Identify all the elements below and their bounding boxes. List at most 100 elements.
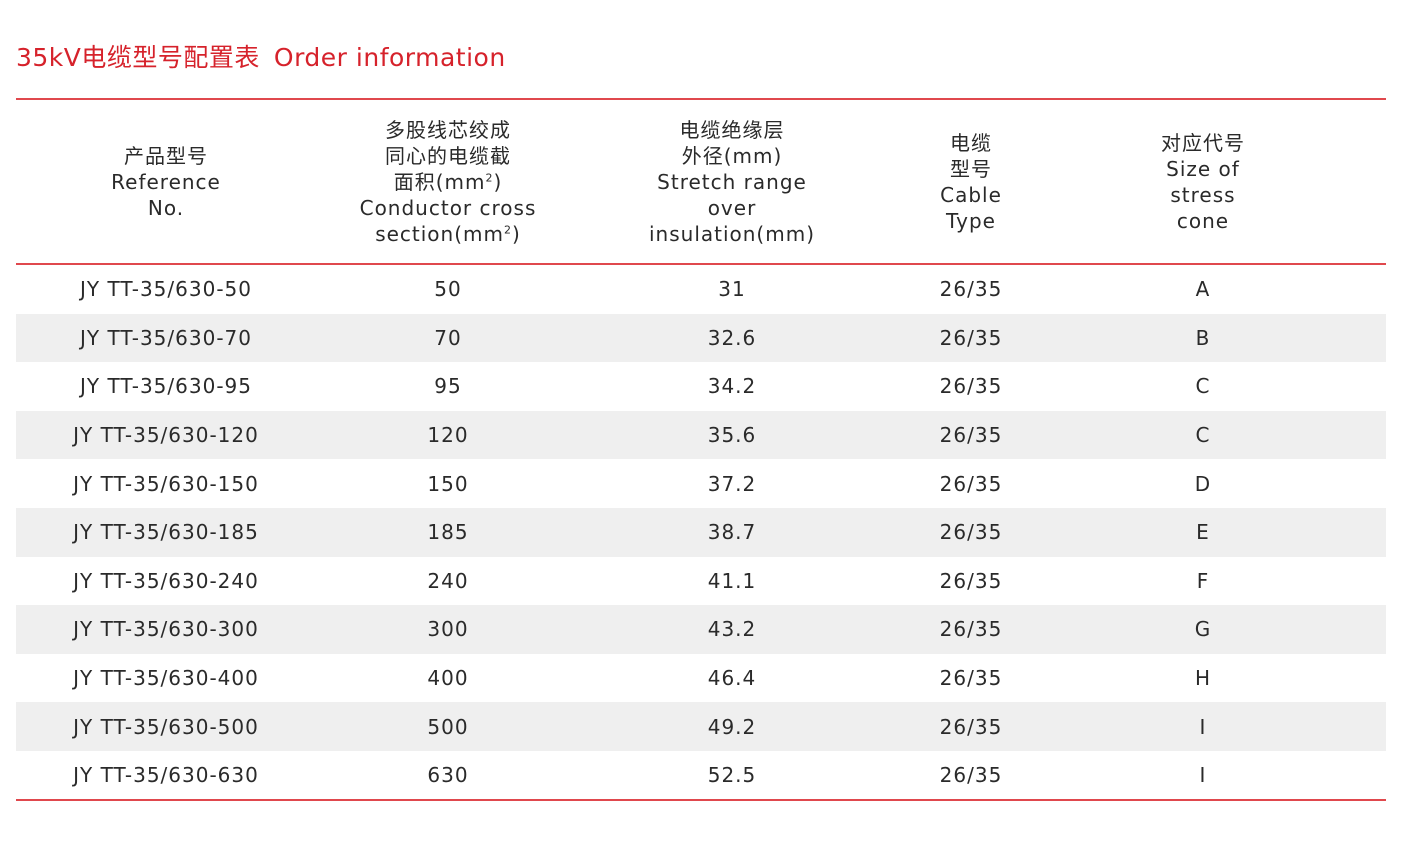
cell-cable-type: 26/35 [939,325,1003,350]
header-text: section(mm [375,221,504,246]
table-row: JY TT-35/630-70 70 32.6 26/35 B [16,313,1386,363]
cell-cable-type: 26/35 [939,374,1003,399]
header-line: 电缆绝缘层 [679,117,785,142]
cell-section: 95 [434,374,462,399]
header-line-with-sup: 面积(mm2) [394,169,503,195]
header-line: over [707,195,757,220]
header-line: cone [1176,208,1230,233]
header-line: 型号 [950,156,992,181]
cell-cable-type: 26/35 [939,277,1003,302]
table-body: JY TT-35/630-50 50 31 26/35 A JY TT-35/6… [16,265,1386,800]
cell-cone-size: I [1199,714,1207,739]
table-row: JY TT-35/630-95 95 34.2 26/35 C [16,362,1386,411]
cell-cone-size: A [1195,277,1211,302]
header-line: Type [946,208,996,233]
header-line: Conductor cross [359,195,537,220]
cell-diameter: 52.5 [707,763,757,788]
cell-reference: JY TT-35/630-70 [80,325,252,350]
title-en: Order information [273,43,506,72]
cell-section: 185 [427,520,469,545]
header-cable-type: 电缆 型号 Cable Type [882,100,1060,263]
cell-reference: JY TT-35/630-185 [73,520,259,545]
cell-cable-type: 26/35 [939,423,1003,448]
cell-cable-type: 26/35 [939,568,1003,593]
cell-reference: JY TT-35/630-150 [73,471,259,496]
cell-section: 300 [427,617,469,642]
cell-reference: JY TT-35/630-50 [80,277,252,302]
superscript: 2 [485,170,494,184]
cell-cable-type: 26/35 [939,666,1003,691]
cell-section: 630 [427,763,469,788]
cell-cable-type: 26/35 [939,714,1003,739]
header-stress-cone-size: 对应代号 Size of stress cone [1090,100,1316,263]
cell-section: 70 [434,325,462,350]
title-cn: 35kV电缆型号配置表 [16,43,260,72]
header-line: 多股线芯绞成 [385,117,511,142]
cell-cone-size: C [1195,374,1211,399]
header-insulation-diameter: 电缆绝缘层 外径(mm) Stretch range over insulati… [582,100,882,263]
cell-cone-size: I [1199,763,1207,788]
header-line: Cable [940,182,1002,207]
table-row: JY TT-35/630-630 630 52.5 26/35 I [16,751,1386,800]
table-row: JY TT-35/630-150 150 37.2 26/35 D [16,459,1386,508]
table-row: JY TT-35/630-500 500 49.2 26/35 I [16,702,1386,751]
table-row: JY TT-35/630-120 120 35.6 26/35 C [16,410,1386,460]
cell-reference: JY TT-35/630-95 [80,374,252,399]
cell-cone-size: B [1195,325,1211,350]
cell-cable-type: 26/35 [939,763,1003,788]
table-top-rule [16,98,1386,100]
cell-cable-type: 26/35 [939,617,1003,642]
header-line: 外径(mm) [681,143,783,168]
cell-cable-type: 26/35 [939,520,1003,545]
table-row: JY TT-35/630-400 400 46.4 26/35 H [16,654,1386,703]
cell-section: 50 [434,277,462,302]
cell-diameter: 43.2 [707,617,757,642]
cell-cable-type: 26/35 [939,471,1003,496]
page-title: 35kV电缆型号配置表 Order information [16,40,506,76]
header-text: ) [493,169,503,194]
cell-diameter: 41.1 [707,568,757,593]
cell-diameter: 46.4 [707,666,757,691]
header-conductor-cross-section: 多股线芯绞成 同心的电缆截 面积(mm2) Conductor cross se… [336,100,560,263]
cell-section: 150 [427,471,469,496]
cell-diameter: 35.6 [707,423,757,448]
cell-diameter: 37.2 [707,471,757,496]
cell-diameter: 49.2 [707,714,757,739]
cell-reference: JY TT-35/630-300 [73,617,259,642]
superscript: 2 [504,222,512,236]
cell-diameter: 34.2 [707,374,757,399]
header-line: 同心的电缆截 [385,143,511,168]
cell-section: 400 [427,666,469,691]
cell-reference: JY TT-35/630-240 [73,568,259,593]
header-text: ) [512,221,521,246]
cell-reference: JY TT-35/630-500 [73,714,259,739]
table-row: JY TT-35/630-50 50 31 26/35 A [16,265,1386,314]
cell-diameter: 32.6 [707,325,757,350]
cell-reference: JY TT-35/630-630 [73,763,259,788]
cell-diameter: 31 [718,277,746,302]
table-row: JY TT-35/630-240 240 41.1 26/35 F [16,557,1386,606]
cell-reference: JY TT-35/630-120 [73,423,259,448]
header-line: stress [1170,182,1236,207]
cell-section: 120 [427,423,469,448]
cell-cone-size: D [1194,471,1212,496]
cell-cone-size: G [1194,617,1212,642]
table-row: JY TT-35/630-185 185 38.7 26/35 E [16,507,1386,557]
cell-cone-size: C [1195,423,1211,448]
header-line-with-sup: section(mm2) [375,221,521,247]
header-line: No. [147,195,185,220]
cell-cone-size: H [1194,666,1212,691]
cell-section: 240 [427,568,469,593]
table-bottom-rule [16,799,1386,801]
header-reference-no: 产品型号 Reference No. [16,100,316,263]
cell-section: 500 [427,714,469,739]
header-bottom-rule [16,263,1386,265]
header-text: 面积(mm [393,169,486,194]
header-line: Stretch range [657,169,807,194]
header-line: 产品型号 [124,143,208,168]
header-line: 对应代号 [1161,130,1245,155]
header-line: insulation(mm) [648,221,816,246]
header-line: Reference [111,169,221,194]
cell-diameter: 38.7 [707,520,757,545]
table-header: 产品型号 Reference No. 多股线芯绞成 同心的电缆截 面积(mm2)… [16,100,1386,263]
